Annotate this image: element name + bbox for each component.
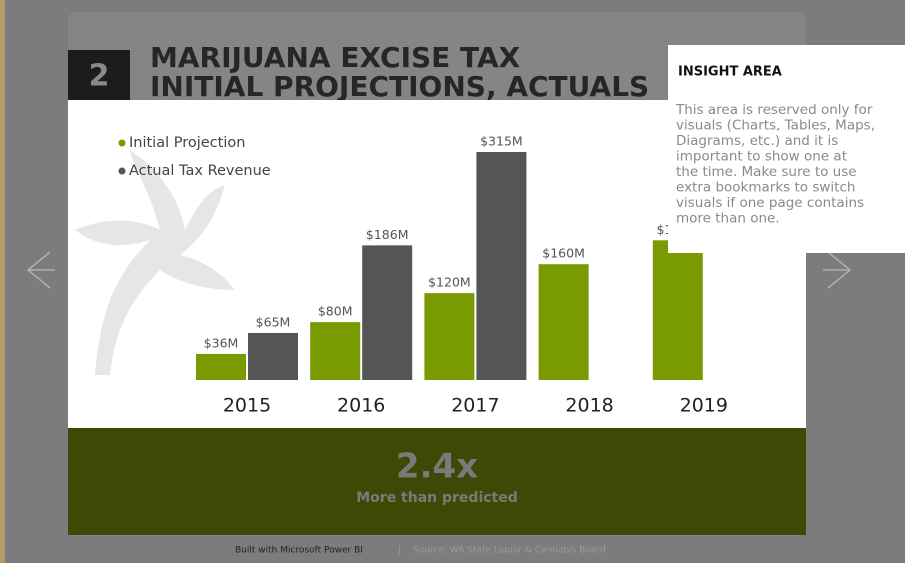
legend-label: Initial Projection: [129, 135, 245, 151]
value-label: $186M: [366, 227, 409, 242]
prev-arrow[interactable]: [26, 251, 55, 289]
kpi-band: [68, 428, 806, 535]
value-label: $160M: [542, 246, 585, 261]
value-label: $80M: [318, 304, 353, 319]
x-tick-label: 2018: [565, 395, 613, 417]
next-arrow[interactable]: [823, 251, 852, 289]
kpi-value: 2.4x: [396, 447, 478, 487]
edge: [0, 0, 5, 563]
bar: [362, 245, 413, 380]
legend-marker: [118, 139, 126, 147]
bar: [196, 353, 246, 380]
value-label: $36M: [204, 335, 239, 350]
insight-line: visuals (Charts, Tables, Maps,: [676, 118, 875, 134]
bar: [538, 264, 589, 380]
kpi-caption: More than predicted: [356, 490, 518, 506]
footer-source: Source: WA State Liquor & Cannabis Board: [413, 546, 606, 556]
number-box: [68, 50, 130, 100]
bar: [248, 332, 298, 380]
chart: 2015 $36M $65M 2016 $80M $186M 2017 $120M $315M 2…: [118, 134, 728, 417]
bar: [652, 240, 703, 380]
x-tick-label: 2019: [680, 395, 728, 417]
insight-title: INSIGHT AREA: [678, 65, 782, 80]
footer-separator: |: [398, 546, 401, 556]
title: MARIJUANA EXCISE TAX: [150, 41, 521, 74]
insight-line: This area is reserved only for: [675, 102, 873, 118]
value-label: $120M: [428, 275, 471, 290]
insight-line: the time. Make sure to use: [676, 164, 857, 180]
number: 2: [89, 59, 110, 94]
footer-built: Built with Microsoft Power BI: [235, 546, 363, 556]
x-tick-label: 2016: [337, 395, 385, 417]
insight-line: important to show one at: [676, 149, 847, 165]
value-label: $315M: [480, 134, 523, 149]
insight-line: more than one.: [676, 211, 780, 227]
insight-line: extra bookmarks to switch: [676, 180, 855, 196]
legend-marker: [118, 167, 126, 175]
bar: [310, 322, 361, 380]
title: INITIAL PROJECTIONS, ACTUALS: [150, 70, 649, 103]
leaf-watermark: [75, 150, 235, 375]
bar: [476, 152, 527, 380]
insight-line: visuals if one page contains: [676, 195, 864, 211]
insight-line: Diagrams, etc.) and it is: [676, 133, 838, 149]
value-label: $65M: [256, 314, 291, 329]
insight-panel: [668, 45, 905, 253]
legend-label: Actual Tax Revenue: [129, 163, 271, 179]
x-tick-label: 2015: [223, 395, 271, 417]
x-tick-label: 2017: [451, 395, 499, 417]
bar: [424, 293, 475, 380]
